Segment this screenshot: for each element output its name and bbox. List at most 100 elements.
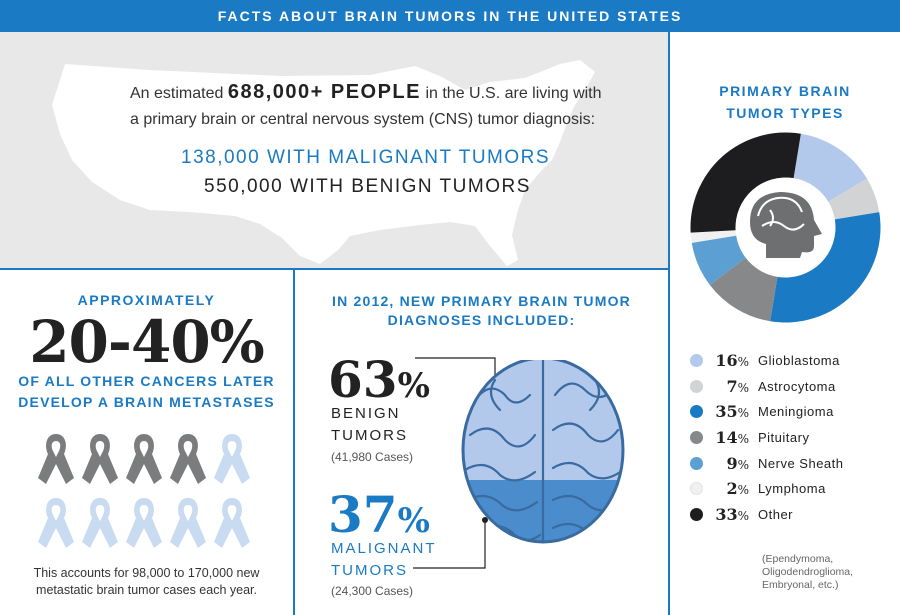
divider-middle — [293, 268, 295, 615]
ribbon-icon-dark — [126, 434, 162, 484]
legend-item-nerve-sheath: 9% Nerve Sheath — [690, 450, 844, 476]
legend-value: 9% — [726, 453, 749, 473]
legend-value: 2% — [726, 479, 749, 499]
prevalence-line-2: a primary brain or central nervous syste… — [130, 111, 596, 128]
header-title: FACTS ABOUT BRAIN TUMORS IN THE UNITED S… — [217, 8, 683, 24]
donut-slice-glioblastoma — [793, 133, 867, 202]
donut-slice-meningioma — [770, 212, 881, 323]
tumor-types-title-1: PRIMARY BRAIN — [719, 83, 851, 99]
metastases-line-2: DEVELOP A BRAIN METASTASES — [18, 394, 275, 410]
legend-label: Glioblastoma — [758, 353, 840, 369]
ribbon-grid — [38, 434, 250, 548]
prevalence-panel: An estimated 688,000+ PEOPLE in the U.S.… — [0, 32, 668, 268]
legend-swatch — [690, 482, 703, 496]
malignant-cases: (24,300 Cases) — [331, 584, 414, 598]
other-note-3: Embryonal, etc.) — [762, 579, 839, 591]
divider-right — [668, 32, 670, 615]
malignant-percentage-value: 37 — [328, 485, 398, 544]
accounts-line-2: metastatic brain tumor cases each year. — [36, 583, 257, 597]
benign-cases: (41,980 Cases) — [331, 450, 414, 464]
metastases-percentage: 20-40% — [29, 308, 265, 376]
legend-item-other: 33% Other — [690, 502, 844, 528]
new-diagnoses-title: IN 2012, NEW PRIMARY BRAIN TUMOR DIAGNOS… — [295, 292, 668, 330]
donut-slice-astrocytoma — [828, 178, 880, 220]
new-diagnoses-title-2: DIAGNOSES INCLUDED: — [387, 312, 576, 328]
prevalence-prefix: An estimated — [130, 85, 228, 102]
prevalence-line-1: An estimated 688,000+ PEOPLE in the U.S.… — [130, 81, 602, 104]
benign-label-1: BENIGN — [331, 405, 401, 422]
legend-label: Lymphoma — [758, 481, 826, 497]
tumor-types-title-2: TUMOR TYPES — [726, 105, 844, 121]
benign-percentage: 63% — [328, 350, 430, 409]
malignant-count: 138,000 WITH MALIGNANT TUMORS — [181, 147, 551, 168]
approximately-label: APPROXIMATELY — [77, 292, 216, 308]
malignant-label-1: MALIGNANT — [331, 540, 437, 557]
legend-swatch — [690, 354, 703, 368]
new-diagnoses-panel: IN 2012, NEW PRIMARY BRAIN TUMOR DIAGNOS… — [295, 270, 668, 615]
ribbon-icon-light — [38, 498, 74, 548]
malignant-label: MALIGNANT TUMORS — [331, 538, 437, 582]
tumor-types-panel: PRIMARY BRAIN TUMOR TYPES 16% Glioblastom… — [670, 32, 900, 615]
us-map-icon — [52, 60, 595, 266]
prevalence-suffix: in the U.S. are living with — [421, 85, 602, 102]
legend-label: Pituitary — [758, 430, 810, 446]
benign-count: 550,000 WITH BENIGN TUMORS — [204, 176, 531, 197]
ribbon-icon-light — [126, 498, 162, 548]
ribbon-icon-light — [214, 498, 250, 548]
ribbon-icon-light — [82, 498, 118, 548]
tumor-types-donut-chart — [690, 132, 881, 323]
other-note: (Ependymoma, Oligodendroglioma, Embryona… — [762, 553, 853, 592]
legend-item-pituitary: 14% Pituitary — [690, 425, 844, 451]
donut-slice-pituitary — [709, 257, 778, 322]
metastases-description: OF ALL OTHER CANCERS LATER DEVELOP A BRA… — [0, 371, 293, 413]
legend-label: Other — [758, 506, 794, 522]
accounts-text: This accounts for 98,000 to 170,000 new … — [0, 565, 293, 599]
legend-swatch — [690, 431, 703, 445]
ribbon-icon-dark — [38, 434, 74, 484]
donut-slice-lymphoma — [690, 230, 737, 243]
legend-swatch — [690, 405, 703, 419]
legend-item-glioblastoma: 16% Glioblastoma — [690, 348, 844, 374]
legend-label: Meningioma — [758, 404, 834, 420]
tumor-types-legend: 16% Glioblastoma 7% Astrocytoma 35% Meningiom… — [690, 348, 844, 527]
benign-label-2: TUMORS — [331, 427, 408, 444]
prevalence-count: 688,000+ PEOPLE — [227, 81, 421, 103]
donut-slice-nerve-sheath — [691, 235, 746, 285]
metastases-line-1: OF ALL OTHER CANCERS LATER — [18, 373, 275, 389]
benign-percent-sign: % — [397, 366, 430, 406]
legend-label: Astrocytoma — [758, 378, 836, 394]
divider-horizontal — [0, 268, 668, 270]
legend-swatch — [690, 456, 703, 470]
tumor-types-title: PRIMARY BRAIN TUMOR TYPES — [670, 80, 900, 124]
benign-percentage-value: 63 — [328, 350, 398, 409]
benign-label: BENIGN TUMORS — [331, 403, 408, 447]
legend-value: 35% — [715, 402, 749, 422]
accounts-line-1: This accounts for 98,000 to 170,000 new — [33, 566, 260, 580]
legend-value: 7% — [726, 376, 749, 396]
ribbon-icon-light — [214, 434, 250, 484]
legend-label: Nerve Sheath — [758, 455, 844, 471]
ribbon-icon-dark — [170, 434, 206, 484]
head-silhouette-icon — [750, 192, 822, 258]
other-note-2: Oligodendroglioma, — [762, 566, 854, 578]
ribbon-icon-light — [170, 498, 206, 548]
legend-swatch — [690, 379, 703, 393]
legend-swatch — [690, 507, 703, 521]
malignant-label-2: TUMORS — [331, 562, 408, 579]
donut-slice-other — [690, 132, 801, 233]
new-diagnoses-title-1: IN 2012, NEW PRIMARY BRAIN TUMOR — [332, 293, 631, 309]
ribbon-icon-dark — [82, 434, 118, 484]
legend-value: 14% — [715, 428, 749, 448]
legend-item-lymphoma: 2% Lymphoma — [690, 476, 844, 502]
head-brain-icon — [757, 196, 805, 231]
metastases-panel: APPROXIMATELY 20-40% OF ALL OTHER CANCER… — [0, 270, 293, 615]
page-header: FACTS ABOUT BRAIN TUMORS IN THE UNITED S… — [0, 0, 900, 32]
legend-value: 33% — [715, 504, 749, 524]
legend-item-astrocytoma: 7% Astrocytoma — [690, 374, 844, 400]
malignant-percent-sign: % — [397, 501, 430, 541]
legend-item-meningioma: 35% Meningioma — [690, 399, 844, 425]
legend-value: 16% — [715, 351, 749, 371]
other-note-1: (Ependymoma, — [762, 553, 834, 565]
malignant-percentage: 37% — [328, 485, 430, 544]
brain-icon — [461, 360, 625, 544]
